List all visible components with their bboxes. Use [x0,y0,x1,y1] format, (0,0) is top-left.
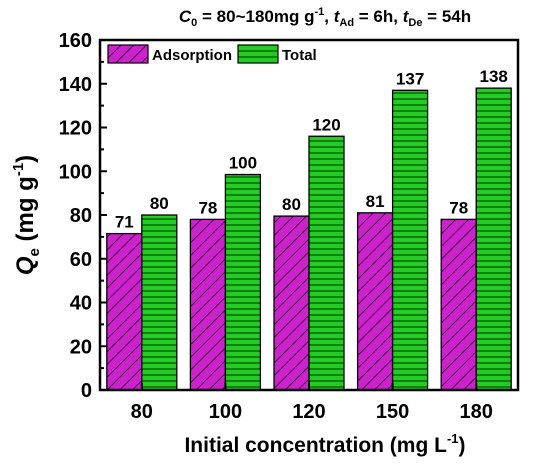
bar-adsorption-180 [440,218,477,391]
x-tick-label: 180 [460,401,493,423]
bar-total-80 [141,214,178,391]
legend-swatch-total [237,44,279,64]
title-tad-symbol: t [334,7,341,26]
legend-label-total: Total [282,47,317,64]
title-range: = 80~180mg g [197,7,314,26]
bar-total-150 [391,89,429,391]
y-label-sup: -1 [10,163,27,176]
y-tick-label: 140 [59,74,92,96]
data-label-adsorption: 78 [198,198,217,217]
x-tick-label: 100 [209,401,242,423]
bar-total-180 [475,87,512,391]
y-label-symbol: Q [12,256,39,275]
y-tick-label: 20 [70,336,92,358]
title-tde-sub: De [408,17,422,29]
title-c-symbol: C [179,7,192,26]
y-tick-label: 160 [59,30,92,52]
x-label-close: ) [459,434,466,457]
bar-adsorption-80 [106,232,143,391]
title-tad-sub: Ad [339,17,354,29]
y-tick-label: 80 [70,205,92,227]
bar-total-120 [308,135,345,391]
x-tick-label: 80 [131,401,153,423]
y-tick-label: 40 [70,293,92,315]
title-c-sub: 0 [191,17,197,29]
bar-total-100 [224,173,262,391]
bar-adsorption-120 [273,215,310,391]
plot-frame [98,38,520,392]
chart-title: C0 = 80~180mg g-1, tAd = 6h, tDe = 54h [179,6,471,29]
y-label-sub: e [26,248,43,256]
title-range-sup: -1 [314,6,324,18]
data-label-adsorption: 81 [366,192,385,211]
data-label-total: 120 [312,115,340,134]
data-label-adsorption: 71 [115,213,134,232]
y-tick-label: 120 [59,118,92,140]
data-label-total: 138 [480,67,508,86]
y-label-close: ) [12,155,39,163]
title-sep2: , [393,7,402,26]
plot-area: 0 20 40 60 80 100 120 140 160 71 80 80 78 100 100 80 120… [59,30,520,423]
bar-adsorption-150 [356,212,394,391]
x-label-text: Initial concentration (mg L [184,434,447,457]
x-tick-label: 120 [292,401,325,423]
x-label-sup: -1 [447,431,459,446]
x-tick-label: 150 [376,401,409,423]
title-tde-symbol: t [403,7,410,26]
y-axis-label: Qe (mg g-1) [10,155,43,275]
y-tick-label: 60 [70,249,92,271]
bar-adsorption-100 [189,218,227,391]
y-tick-label: 0 [81,380,92,402]
data-label-adsorption: 78 [449,198,468,217]
y-tick-label: 100 [59,161,92,183]
title-sep1: , [324,7,333,26]
data-label-total: 137 [396,69,424,88]
data-label-total: 80 [150,194,169,213]
y-label-text: (mg g [12,176,39,248]
data-label-adsorption: 80 [282,195,301,214]
title-tde-val: = 54h [422,7,471,26]
x-axis-label: Initial concentration (mg L-1) [184,431,465,457]
title-tad-val: = 6h [354,7,393,26]
data-label-total: 100 [229,154,257,173]
legend-label-adsorption: Adsorption [152,47,232,64]
legend-swatch-adsorption [107,44,149,64]
